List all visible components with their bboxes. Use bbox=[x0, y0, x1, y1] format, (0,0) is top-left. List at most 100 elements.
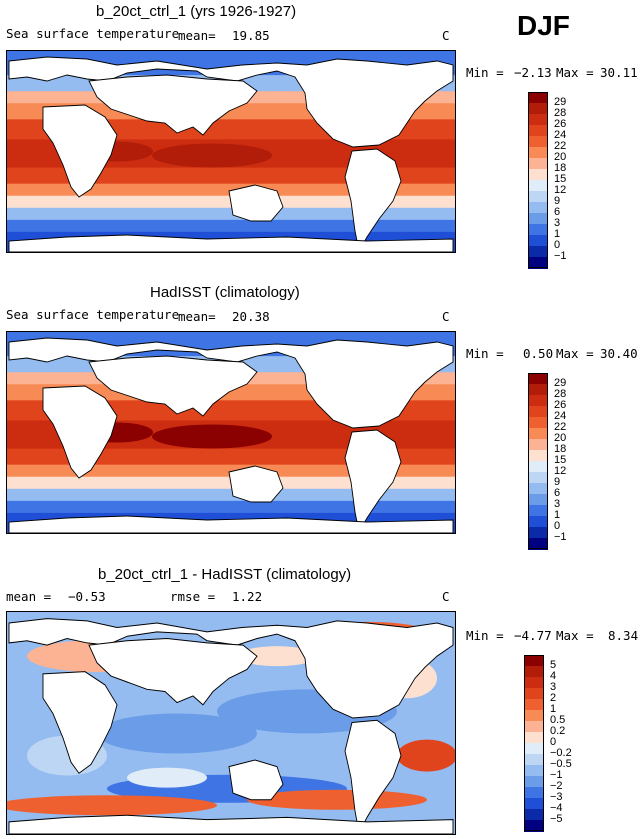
continents bbox=[8, 618, 454, 834]
colorbar-tick-label: 29 bbox=[554, 96, 567, 108]
panel-3-units: C bbox=[442, 589, 450, 604]
panel-2-units: C bbox=[442, 309, 450, 324]
colorbar-tick-label: 0.5 bbox=[550, 714, 566, 726]
colorbar-tick-label: 0.2 bbox=[550, 725, 566, 737]
colorbar-tick-label: 22 bbox=[554, 421, 567, 433]
colorbar-swatch bbox=[528, 461, 548, 473]
panel-3-rmse-label: rmse = bbox=[170, 589, 216, 604]
colorbar-swatch bbox=[528, 136, 548, 148]
colorbar-swatch bbox=[528, 483, 548, 495]
panel-2-min-label: Min = bbox=[466, 346, 504, 361]
colorbar-swatch bbox=[528, 235, 548, 247]
colorbar-tick-label: 18 bbox=[554, 162, 567, 174]
panel-3-min-value: −4.77 bbox=[514, 628, 552, 643]
panel-3-min-label: Min = bbox=[466, 628, 504, 643]
colorbar-swatch bbox=[528, 439, 548, 451]
colorbar-swatch bbox=[524, 710, 544, 722]
colorbar-tick-label: 20 bbox=[554, 151, 567, 163]
colorbar-tick-label: −3 bbox=[550, 791, 563, 803]
colorbar-swatch bbox=[528, 103, 548, 115]
panel-2-max-label: Max = bbox=[556, 346, 594, 361]
colorbar-tick-label: 18 bbox=[554, 443, 567, 455]
colorbar-frame bbox=[528, 92, 548, 268]
land-mass bbox=[42, 671, 118, 774]
panel-3-title: b_20ct_ctrl_1 - HadISST (climatology) bbox=[98, 566, 352, 583]
colorbar-swatch bbox=[528, 202, 548, 214]
colorbar-swatch bbox=[528, 224, 548, 236]
land-mass bbox=[8, 56, 454, 148]
land-mass bbox=[8, 234, 454, 252]
colorbar-tick-label: 9 bbox=[554, 195, 561, 207]
colorbar-swatch bbox=[528, 180, 548, 192]
anomaly-region bbox=[397, 739, 455, 772]
warm-pool bbox=[152, 424, 272, 449]
temperature-band bbox=[7, 488, 455, 502]
land-mass bbox=[8, 618, 454, 719]
colorbar-tick-label: 5 bbox=[550, 659, 557, 671]
colorbar-swatch bbox=[528, 257, 548, 269]
colorbar-swatch bbox=[528, 472, 548, 484]
panel-1-mean-label: mean= bbox=[178, 28, 216, 43]
panel-3-max-label: Max = bbox=[556, 628, 594, 643]
panel-3-diff-map bbox=[6, 611, 456, 835]
colorbar-tick-label: 0 bbox=[554, 239, 561, 251]
colorbar-swatch bbox=[528, 246, 548, 258]
colorbar-tick-label: 12 bbox=[554, 465, 567, 477]
colorbar-tick-label: 1 bbox=[550, 703, 557, 715]
colorbar-tick-label: 4 bbox=[550, 670, 557, 682]
colorbar-tick-label: 1 bbox=[554, 509, 561, 521]
colorbar-tick-label: 3 bbox=[554, 217, 561, 229]
colorbar-swatch bbox=[524, 655, 544, 667]
colorbar-swatch bbox=[528, 114, 548, 126]
colorbar-swatch bbox=[528, 191, 548, 203]
land-mass bbox=[228, 184, 284, 222]
anomaly-region bbox=[237, 646, 317, 667]
panel-2-max-value: 30.40 bbox=[600, 346, 638, 361]
land-mass bbox=[8, 814, 454, 834]
colorbar-tick-label: −0.5 bbox=[550, 758, 572, 770]
colorbar-swatch bbox=[524, 787, 544, 799]
colorbar-swatch bbox=[528, 450, 548, 462]
panel-2-min-value: 0.50 bbox=[523, 346, 554, 361]
colorbar-frame bbox=[528, 373, 548, 549]
colorbar-frame bbox=[524, 655, 544, 831]
colorbar-swatch bbox=[524, 743, 544, 755]
colorbar-swatch bbox=[524, 765, 544, 777]
colorbar-swatch bbox=[528, 516, 548, 528]
continents bbox=[8, 56, 454, 252]
colorbar-tick-label: 6 bbox=[554, 206, 561, 218]
colorbar-tick-label: 1 bbox=[554, 228, 561, 240]
colorbar-swatch bbox=[524, 666, 544, 678]
temperature-band bbox=[7, 207, 455, 221]
colorbar-swatch bbox=[528, 417, 548, 429]
colorbar-tick-label: 26 bbox=[554, 118, 567, 130]
colorbar-swatch bbox=[528, 505, 548, 517]
colorbar-swatch bbox=[528, 147, 548, 159]
colorbar-swatch bbox=[524, 699, 544, 711]
panel-1-max-label: Max = bbox=[556, 65, 594, 80]
land-mass bbox=[88, 355, 258, 417]
colorbar-tick-label: 29 bbox=[554, 377, 567, 389]
land-mass bbox=[88, 74, 258, 136]
panel-3-max-value: 8.34 bbox=[608, 628, 639, 643]
land-mass bbox=[88, 638, 258, 706]
colorbar-swatch bbox=[528, 125, 548, 137]
temperature-band bbox=[7, 500, 455, 514]
colorbar-tick-label: 3 bbox=[554, 498, 561, 510]
land-mass bbox=[228, 759, 284, 801]
colorbar-tick-label: 12 bbox=[554, 184, 567, 196]
colorbar-tick-label: 15 bbox=[554, 454, 567, 466]
colorbar-swatch bbox=[524, 732, 544, 744]
colorbar-tick-label: 28 bbox=[554, 388, 567, 400]
anomaly-region bbox=[7, 795, 217, 816]
colorbar-swatch bbox=[528, 494, 548, 506]
colorbar-tick-label: −0.2 bbox=[550, 747, 572, 759]
temperature-band bbox=[7, 219, 455, 233]
colorbar-swatch bbox=[524, 798, 544, 810]
colorbar-tick-label: 6 bbox=[554, 487, 561, 499]
land-mass bbox=[344, 148, 402, 252]
colorbar-tick-label: 3 bbox=[550, 681, 557, 693]
panel-2-mean-value: 20.38 bbox=[232, 309, 270, 324]
land-mass bbox=[42, 104, 118, 198]
panel-3-mean-value: −0.53 bbox=[68, 589, 106, 604]
